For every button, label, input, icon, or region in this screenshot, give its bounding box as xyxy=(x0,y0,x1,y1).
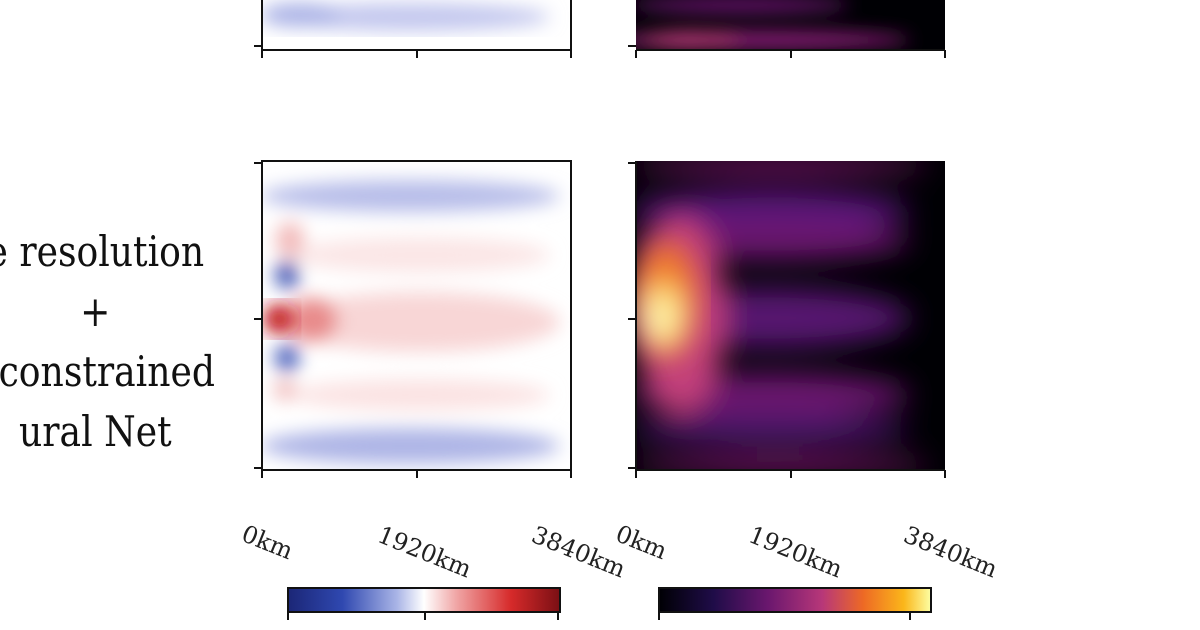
xtick-labels-left: 0km 1920km 3840km xyxy=(238,520,630,584)
xtick-label-right-2: 3840km xyxy=(900,521,1002,584)
xtick-labels-right: 0km 1920km 3840km xyxy=(612,520,1002,584)
xtick-label-left-2: 3840km xyxy=(528,521,630,584)
row-label-line-4: ural Net xyxy=(19,407,172,456)
panel-right-bottom xyxy=(628,161,946,478)
row-label: e resolution + . constrained ural Net xyxy=(0,222,220,462)
panel-right-top xyxy=(628,0,946,58)
colorbar-diverging xyxy=(287,587,561,620)
panel-left-bottom xyxy=(254,160,572,478)
xtick-label-left-0: 0km xyxy=(238,520,297,566)
colorbar-inferno xyxy=(658,587,932,620)
panel-left-top xyxy=(254,0,572,58)
row-label-line-3: . constrained xyxy=(0,347,215,396)
xtick-label-left-1: 1920km xyxy=(374,521,476,584)
row-label-line-1: e resolution xyxy=(0,227,205,276)
row-label-line-2: + xyxy=(80,287,111,336)
xtick-label-right-1: 1920km xyxy=(745,521,847,584)
